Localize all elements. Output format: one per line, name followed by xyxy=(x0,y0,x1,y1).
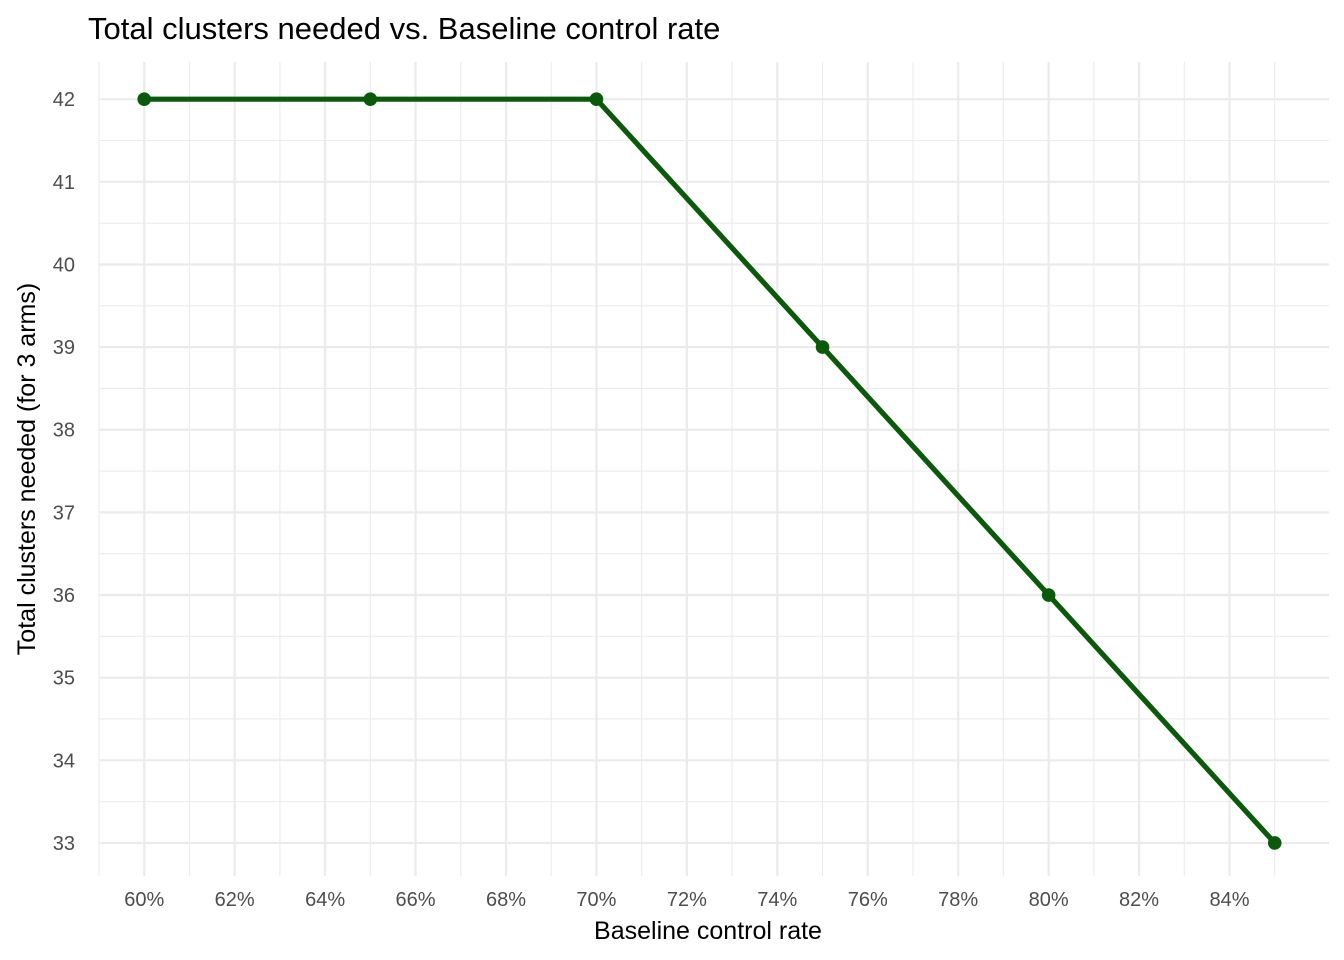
x-tick-label: 78% xyxy=(938,889,978,911)
minor-gridlines xyxy=(98,62,1329,876)
y-axis-tick-labels: 33 34 35 36 37 38 39 40 41 42 xyxy=(53,89,75,855)
data-point xyxy=(363,92,378,106)
data-point xyxy=(589,92,604,106)
y-tick-label: 40 xyxy=(53,254,75,276)
series-line xyxy=(144,96,1277,845)
x-tick-label: 82% xyxy=(1119,889,1159,911)
y-tick-label: 36 xyxy=(53,585,75,607)
y-tick-label: 37 xyxy=(53,502,75,524)
y-tick-label: 34 xyxy=(53,750,75,772)
x-tick-label: 68% xyxy=(486,889,526,911)
y-tick-label: 42 xyxy=(53,89,75,111)
x-tick-label: 74% xyxy=(757,889,797,911)
x-tick-label: 66% xyxy=(396,889,436,911)
y-axis-title: Total clusters needed (for 3 arms) xyxy=(13,283,41,655)
chart-title: Total clusters needed vs. Baseline contr… xyxy=(88,11,720,46)
x-tick-label: 64% xyxy=(305,889,345,911)
data-point xyxy=(137,92,152,106)
x-tick-label: 70% xyxy=(576,889,616,911)
data-point xyxy=(815,340,830,354)
major-gridlines xyxy=(99,62,1329,876)
x-axis-title: Baseline control rate xyxy=(594,917,822,945)
y-tick-label: 35 xyxy=(53,668,75,690)
x-tick-label: 76% xyxy=(848,889,888,911)
series-layer xyxy=(137,92,1282,850)
x-tick-label: 60% xyxy=(124,889,164,911)
data-point xyxy=(1041,588,1056,602)
y-tick-label: 39 xyxy=(53,337,75,359)
y-tick-label: 38 xyxy=(53,420,75,442)
y-tick-label: 33 xyxy=(53,833,75,855)
x-axis-tick-labels: 60% 62% 64% 66% 68% 70% 72% 74% 76% 78% 80% 82% 84% xyxy=(124,889,1250,911)
data-point xyxy=(1267,836,1282,850)
x-tick-label: 80% xyxy=(1029,889,1069,911)
y-tick-label: 41 xyxy=(53,172,75,194)
x-tick-label: 62% xyxy=(215,889,255,911)
x-tick-label: 72% xyxy=(667,889,707,911)
x-tick-label: 84% xyxy=(1209,889,1249,911)
